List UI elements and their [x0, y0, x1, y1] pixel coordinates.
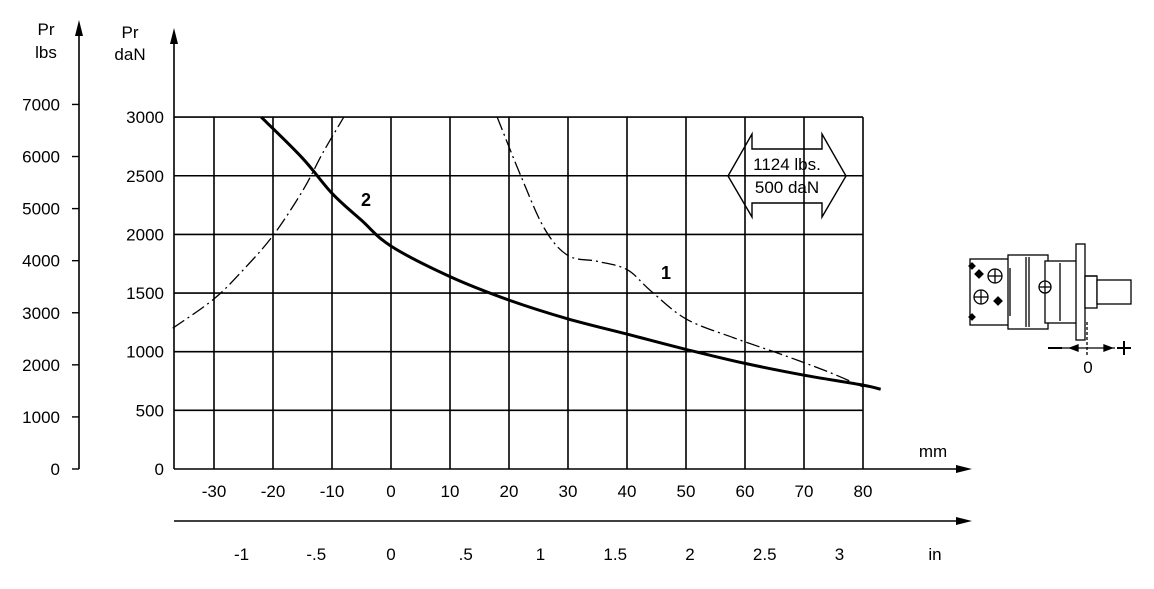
dan-tick-label: 0: [155, 460, 164, 479]
series: [172, 116, 882, 391]
lbs-tick-label: 6000: [22, 148, 60, 167]
inner-axis-title-line1: Pr: [122, 23, 139, 42]
in-tick-label: 1.5: [603, 545, 627, 564]
outer-axis-title-line1: Pr: [38, 20, 55, 39]
motor-diagram: [968, 243, 1132, 356]
mm-tick-label: 10: [441, 482, 460, 501]
mm-tick-label: 30: [559, 482, 578, 501]
lbs-tick-label: 4000: [22, 252, 60, 271]
in-tick-label: .5: [459, 545, 473, 564]
in-tick-label: 1: [536, 545, 545, 564]
annotation-line1: 1124 lbs.: [753, 155, 821, 174]
dan-tick-label: 3000: [126, 108, 164, 127]
mm-axis-arrow-icon: [956, 465, 972, 473]
lbs-tick-label: 5000: [22, 200, 60, 219]
lbs-tick-label: 3000: [22, 304, 60, 323]
mm-tick-label: -20: [261, 482, 286, 501]
mm-tick-label: 80: [854, 482, 873, 501]
grid: [174, 116, 864, 469]
in-tick-label: -1: [234, 545, 249, 564]
tick-labels: 0100020003000400050006000700005001000150…: [22, 95, 872, 564]
mm-tick-label: 40: [618, 482, 637, 501]
lbs-tick-label: 7000: [22, 95, 60, 114]
dan-tick-label: 500: [136, 401, 164, 420]
lbs-tick-label: 0: [51, 460, 60, 479]
axes: [72, 20, 972, 525]
dan-tick-label: 1000: [126, 343, 164, 362]
mm-tick-label: 70: [795, 482, 814, 501]
lbs-axis-arrow-icon: [75, 20, 83, 36]
mm-tick-label: -10: [320, 482, 345, 501]
in-tick-label: -.5: [306, 545, 326, 564]
curve-2-label: 2: [361, 190, 371, 210]
in-tick-label: 0: [386, 545, 395, 564]
dan-tick-label: 1500: [126, 284, 164, 303]
mm-tick-label: 50: [677, 482, 696, 501]
annotation-line2: 500 daN: [755, 178, 819, 197]
in-tick-label: 2.5: [753, 545, 777, 564]
inner-axis-title-line2: daN: [114, 45, 145, 64]
mm-tick-label: 0: [386, 482, 395, 501]
in-axis-title: in: [928, 545, 941, 564]
curve-1-label: 1: [661, 263, 671, 283]
series-2-line: [260, 116, 882, 391]
mm-tick-label: 60: [736, 482, 755, 501]
dan-tick-label: 2500: [126, 167, 164, 186]
mm-axis-title: mm: [919, 442, 947, 461]
in-axis-arrow-icon: [956, 517, 972, 525]
lbs-tick-label: 2000: [22, 356, 60, 375]
series-1-line: [172, 116, 345, 329]
diagram-zero-label: 0: [1083, 358, 1092, 377]
dan-tick-label: 2000: [126, 225, 164, 244]
mm-tick-label: 20: [500, 482, 519, 501]
in-tick-label: 2: [685, 545, 694, 564]
mm-tick-label: -30: [202, 482, 227, 501]
outer-axis-title-line2: lbs: [35, 43, 57, 62]
dan-axis-arrow-icon: [170, 28, 178, 44]
lbs-tick-label: 1000: [22, 408, 60, 427]
in-tick-label: 3: [835, 545, 844, 564]
